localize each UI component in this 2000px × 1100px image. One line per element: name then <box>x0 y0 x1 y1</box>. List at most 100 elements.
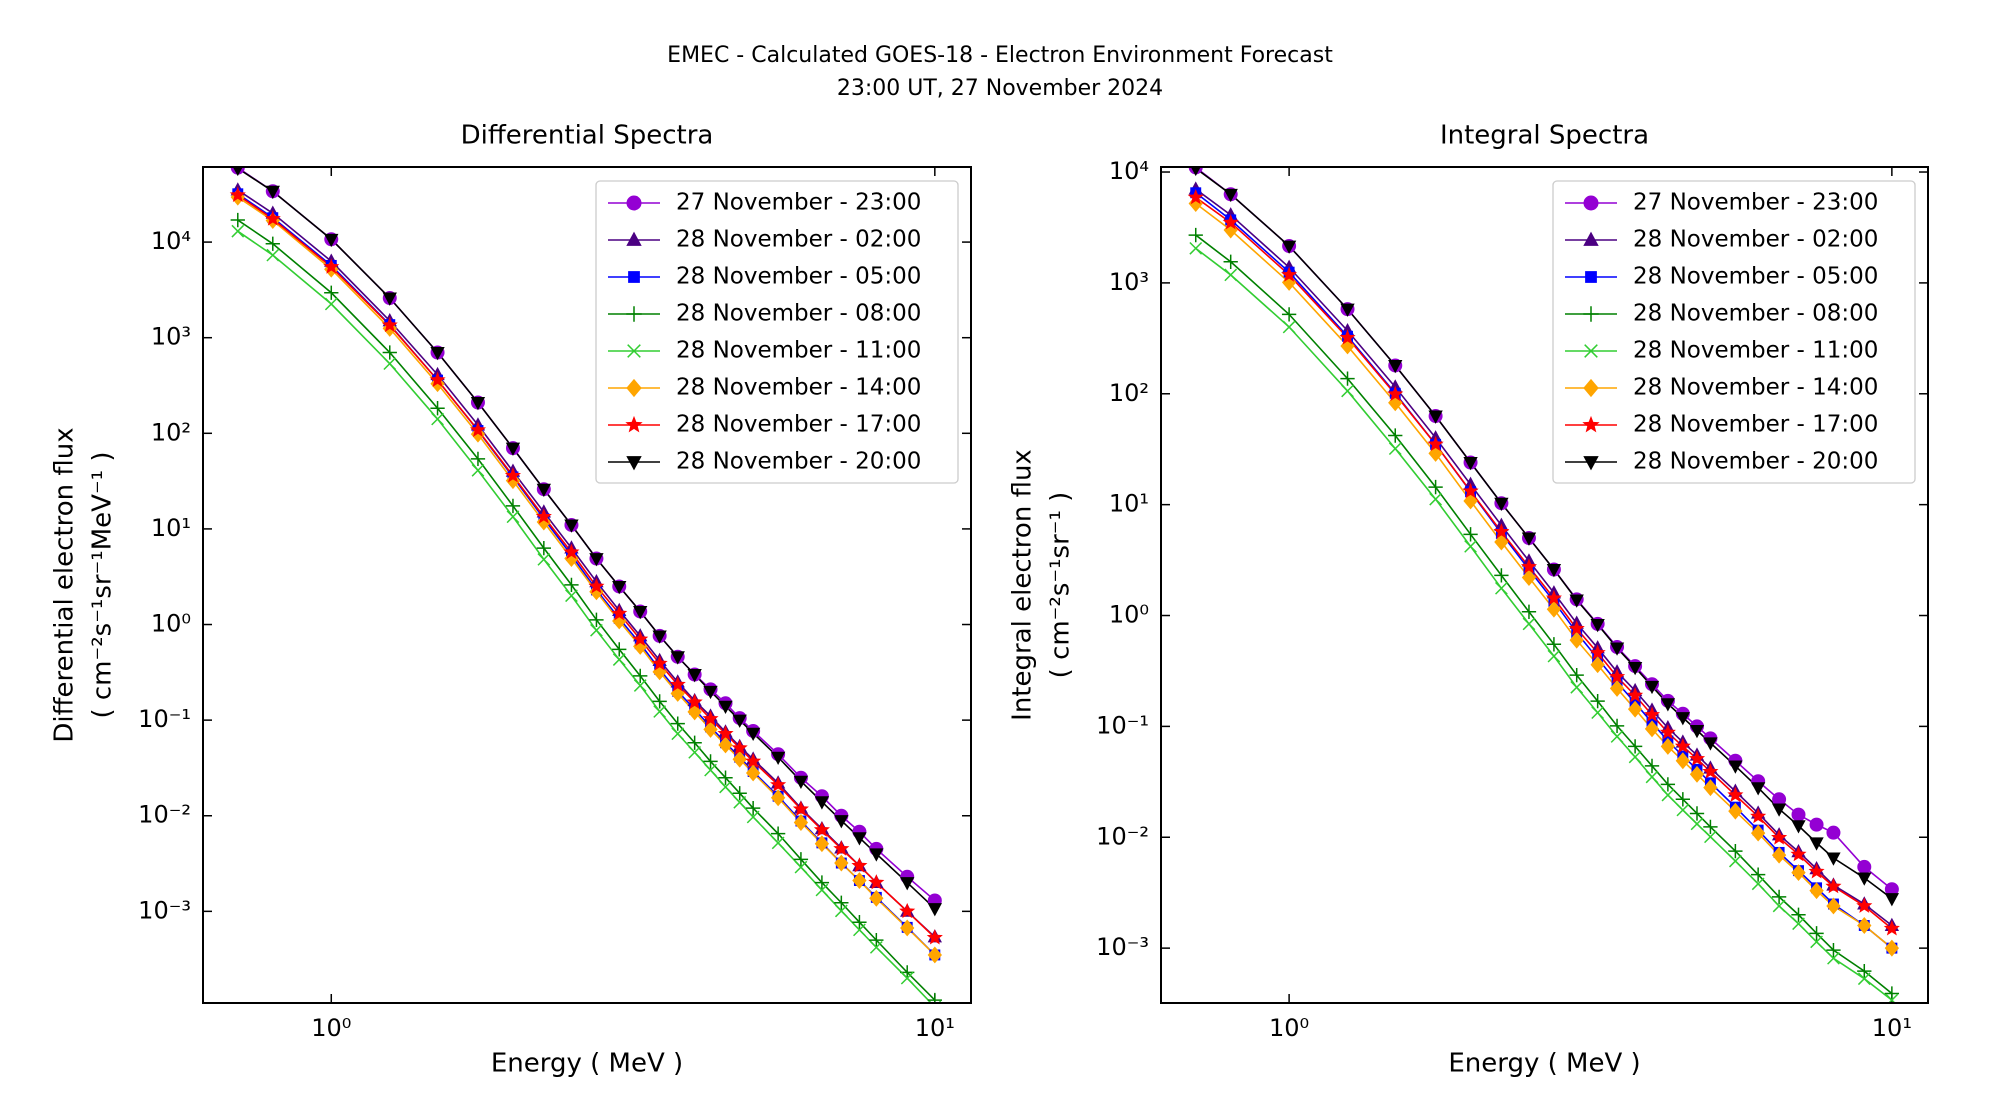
marker <box>1826 942 1841 958</box>
marker <box>381 316 398 333</box>
marker <box>1339 329 1356 345</box>
marker <box>686 693 703 710</box>
marker <box>814 835 830 853</box>
marker <box>1825 878 1842 894</box>
legend-marker <box>1583 231 1599 246</box>
marker <box>771 836 785 850</box>
y-tick-label: 10³ <box>151 323 191 351</box>
marker <box>1341 384 1354 398</box>
marker <box>1494 533 1509 551</box>
marker <box>1827 951 1840 965</box>
marker <box>1609 642 1625 656</box>
marker <box>1857 917 1872 934</box>
marker <box>868 874 885 890</box>
y-tick-label: 10¹ <box>1109 490 1149 518</box>
marker <box>702 710 719 726</box>
marker <box>1809 926 1824 941</box>
marker <box>1609 679 1625 697</box>
marker <box>1728 843 1743 859</box>
marker <box>927 903 942 917</box>
marker <box>470 451 486 467</box>
marker <box>1609 668 1626 684</box>
legend-label: 28 November - 08:00 <box>676 301 921 327</box>
legend-label: 28 November - 20:00 <box>1633 449 1878 475</box>
marker <box>1750 824 1766 842</box>
marker <box>688 745 702 759</box>
marker <box>852 915 867 930</box>
legend-label: 28 November - 02:00 <box>676 227 921 253</box>
marker <box>1771 846 1787 864</box>
marker <box>869 848 884 862</box>
marker <box>1545 589 1562 606</box>
marker <box>1189 241 1203 255</box>
marker <box>1809 817 1824 832</box>
marker <box>852 832 867 846</box>
marker <box>1188 227 1203 243</box>
y-tick-label: 10² <box>1109 379 1149 407</box>
marker <box>1790 845 1807 862</box>
marker <box>429 371 446 387</box>
marker <box>1628 750 1642 764</box>
marker <box>1340 303 1355 317</box>
marker <box>1675 792 1690 807</box>
legend-label: 28 November - 05:00 <box>1633 264 1878 290</box>
marker <box>266 248 280 262</box>
marker <box>1645 770 1659 784</box>
marker <box>265 236 280 251</box>
marker <box>745 727 761 741</box>
marker <box>612 581 627 595</box>
marker <box>1884 986 1900 1001</box>
marker <box>1589 644 1606 660</box>
marker <box>670 716 685 731</box>
marker <box>1281 240 1297 254</box>
marker <box>1427 435 1444 452</box>
marker <box>563 543 580 560</box>
legend-label: 28 November - 14:00 <box>1633 375 1878 401</box>
marker <box>869 940 883 954</box>
marker <box>1569 594 1584 608</box>
marker <box>1627 739 1643 754</box>
marker <box>505 498 521 514</box>
y-tick-label: 10³ <box>1109 268 1149 296</box>
marker <box>1547 649 1561 663</box>
marker <box>1462 482 1479 499</box>
marker <box>1281 307 1297 322</box>
legend-marker <box>626 378 642 398</box>
marker <box>1704 830 1717 844</box>
marker <box>1791 820 1806 834</box>
marker <box>813 821 830 837</box>
marker <box>770 751 786 765</box>
marker <box>1281 266 1298 282</box>
marker <box>1340 337 1355 355</box>
marker <box>1810 935 1823 949</box>
marker <box>264 210 281 226</box>
marker <box>1727 786 1744 802</box>
marker <box>652 694 667 709</box>
marker <box>899 902 916 919</box>
axes-frame <box>202 166 972 1004</box>
marker <box>1771 889 1787 905</box>
marker <box>1702 763 1719 779</box>
legend-marker <box>1583 195 1599 211</box>
marker <box>1676 803 1690 817</box>
marker <box>814 796 830 810</box>
marker <box>564 519 579 533</box>
marker <box>382 292 397 306</box>
marker <box>869 932 884 948</box>
y-tick-label: 10² <box>151 418 191 446</box>
y-axis-label: Integral electron flux <box>1008 449 1038 721</box>
marker <box>589 583 604 601</box>
marker <box>1660 737 1676 755</box>
marker <box>653 705 667 718</box>
marker <box>1520 558 1538 574</box>
marker <box>430 401 445 416</box>
legend-marker <box>1583 378 1599 398</box>
marker <box>1521 532 1537 546</box>
marker <box>1521 569 1537 587</box>
marker <box>1791 807 1806 822</box>
legend-box <box>1552 180 1916 484</box>
marker <box>1659 724 1676 740</box>
marker <box>792 800 809 817</box>
legend-marker <box>1583 306 1599 322</box>
marker <box>717 725 734 741</box>
